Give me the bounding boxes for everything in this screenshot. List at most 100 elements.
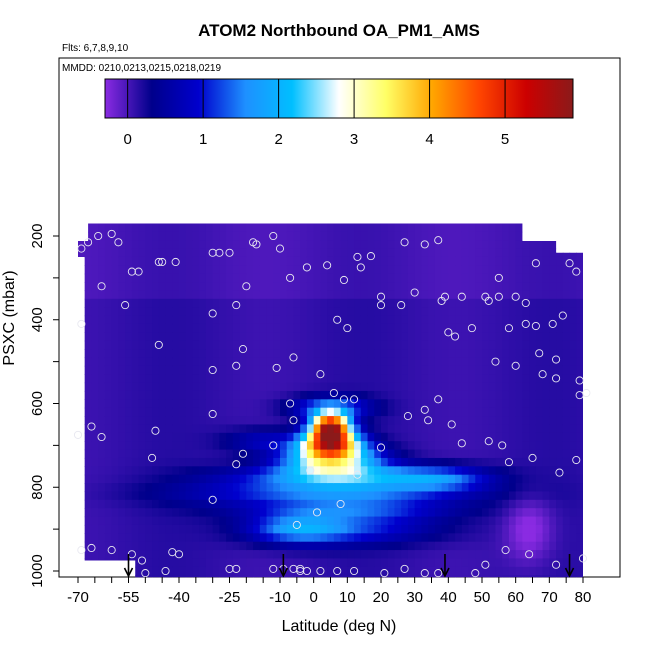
heatmap-cell	[212, 407, 220, 417]
heatmap-cell	[179, 432, 187, 442]
heatmap-cell	[179, 491, 187, 501]
heatmap-cell	[549, 332, 557, 342]
heatmap-cell	[306, 558, 315, 568]
heatmap-cell	[455, 524, 463, 534]
sample-point	[437, 296, 446, 305]
heatmap-cell	[354, 474, 362, 484]
heatmap-cell	[212, 457, 220, 467]
heatmap-cell	[145, 349, 153, 359]
heatmap-cell	[266, 508, 274, 518]
heatmap-cell	[226, 457, 234, 467]
heatmap-cell	[84, 223, 93, 233]
heatmap-cell	[387, 432, 396, 442]
heatmap-cell	[529, 265, 537, 275]
heatmap-cell	[84, 524, 93, 534]
heatmap-cell	[488, 424, 497, 434]
heatmap-cell	[118, 516, 126, 526]
heatmap-cell	[468, 466, 476, 476]
heatmap-cell	[333, 566, 342, 576]
heatmap-cell	[461, 374, 470, 384]
heatmap-cell	[185, 248, 194, 258]
heatmap-cell	[320, 474, 328, 484]
heatmap-cell	[131, 223, 140, 233]
heatmap-cell	[495, 282, 503, 292]
heatmap-cell	[333, 223, 342, 233]
heatmap-cell	[239, 483, 247, 493]
heatmap-cell	[185, 466, 194, 476]
heatmap-cell	[508, 265, 517, 275]
heatmap-cell	[374, 248, 382, 258]
heatmap-cell	[441, 240, 449, 250]
heatmap-cell	[179, 298, 187, 308]
heatmap-cell	[158, 416, 167, 426]
heatmap-cell	[576, 273, 583, 283]
heatmap-cell	[502, 223, 510, 233]
heatmap-cell	[522, 432, 530, 442]
heatmap-cell	[508, 499, 517, 509]
heatmap-cell	[367, 541, 375, 551]
heatmap-cell	[212, 240, 220, 250]
heatmap-cell	[475, 466, 483, 476]
heatmap-cell	[125, 466, 133, 476]
heatmap-cell	[246, 265, 254, 275]
heatmap-cell	[205, 357, 214, 367]
sample-point	[444, 328, 453, 337]
heatmap-cell	[111, 323, 119, 333]
heatmap-cell	[111, 265, 119, 275]
heatmap-cell	[253, 499, 261, 509]
heatmap-cell	[441, 282, 449, 292]
heatmap-cell	[306, 332, 315, 342]
heatmap-cell	[508, 558, 517, 568]
heatmap-cell	[576, 315, 583, 325]
heatmap-cell	[125, 424, 133, 434]
heatmap-cell	[347, 483, 355, 493]
heatmap-cell	[266, 424, 274, 434]
heatmap-cell	[131, 575, 140, 578]
heatmap-cell	[535, 248, 544, 258]
heatmap-cell	[293, 533, 301, 543]
heatmap-cell	[98, 491, 106, 501]
heatmap-cell	[98, 349, 106, 359]
heatmap-cell	[145, 541, 153, 551]
heatmap-cell	[448, 524, 456, 534]
heatmap-cell	[468, 349, 476, 359]
heatmap-cell	[333, 307, 342, 317]
heatmap-cell	[158, 365, 167, 375]
heatmap-cell	[502, 466, 510, 476]
heatmap-cell	[300, 349, 308, 359]
heatmap-cell	[266, 466, 274, 476]
heatmap-cell	[374, 516, 382, 526]
heatmap-cell	[515, 483, 523, 493]
heatmap-cell	[185, 315, 194, 325]
heatmap-cell	[125, 357, 133, 367]
sample-point	[552, 374, 561, 383]
heatmap-cell	[125, 307, 133, 317]
heatmap-cell	[407, 558, 416, 568]
heatmap-cell	[98, 307, 106, 317]
heatmap-cell	[84, 265, 93, 275]
heatmap-cell	[448, 533, 456, 543]
heatmap-cell	[461, 349, 470, 359]
heatmap-cell	[461, 315, 470, 325]
heatmap-cell	[246, 365, 254, 375]
heatmap-cell	[407, 273, 416, 283]
heatmap-cell	[394, 508, 402, 518]
heatmap-cell	[354, 483, 362, 493]
heatmap-cell	[320, 298, 328, 308]
heatmap-cell	[111, 298, 119, 308]
heatmap-cell	[192, 407, 200, 417]
heatmap-cell	[138, 550, 146, 560]
heatmap-cell	[374, 399, 382, 409]
heatmap-cell	[347, 508, 355, 518]
heatmap-cell	[333, 424, 342, 434]
heatmap-cell	[145, 524, 153, 534]
heatmap-cell	[280, 499, 288, 509]
heatmap-cell	[387, 349, 396, 359]
sample-point	[77, 546, 86, 555]
heatmap-cell	[522, 307, 530, 317]
heatmap-cell	[320, 323, 328, 333]
heatmap-cell	[293, 432, 301, 442]
heatmap-cell	[280, 399, 288, 409]
heatmap-cell	[118, 533, 126, 543]
heatmap-cell	[542, 390, 550, 400]
